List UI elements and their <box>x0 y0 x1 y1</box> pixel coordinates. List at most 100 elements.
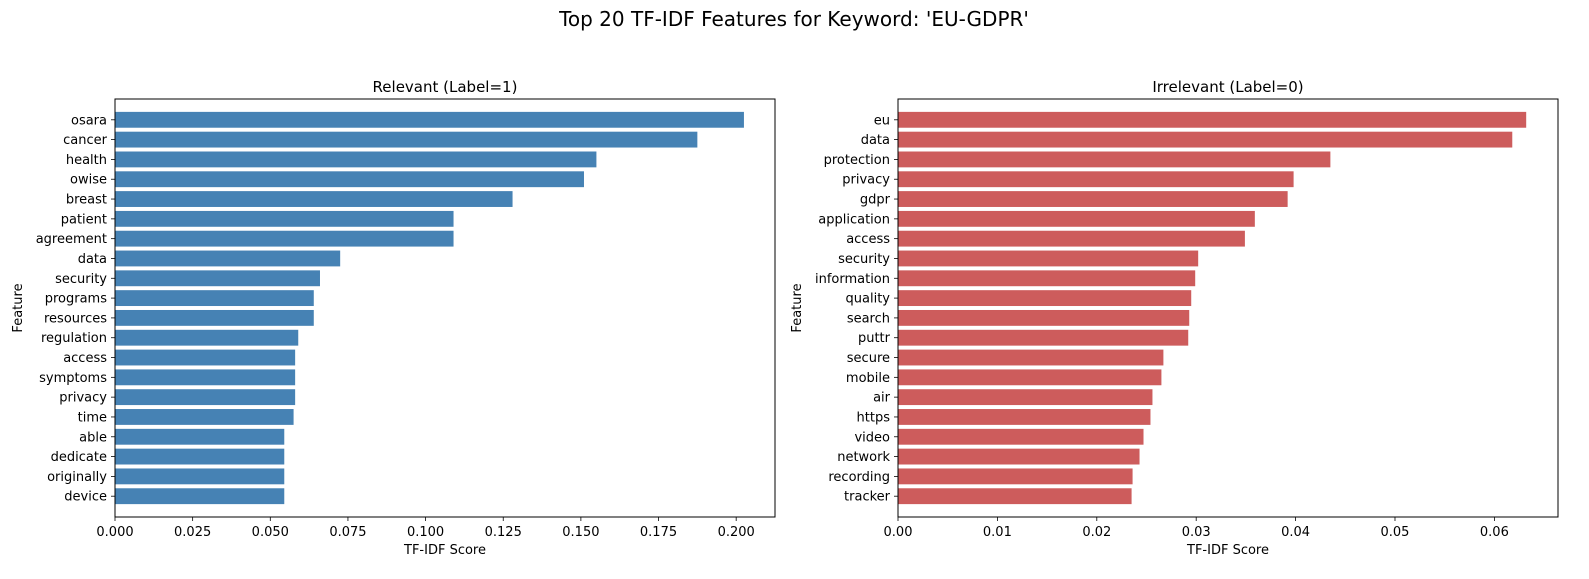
chart-title: Relevant (Label=1) <box>373 78 518 96</box>
plot-frame <box>114 98 776 518</box>
y-tick-label: programs <box>45 292 107 307</box>
y-tick-label: privacy <box>59 391 107 406</box>
bar-https <box>898 409 1151 425</box>
y-tick-label: regulation <box>41 331 107 346</box>
x-tick-label: 0.200 <box>718 525 755 540</box>
y-tick-label: access <box>63 351 107 366</box>
y-tick-label: video <box>854 430 890 445</box>
chart-relevant: Relevant (Label=1) TF-IDF Score Feature … <box>11 78 776 558</box>
y-tick-label: time <box>78 410 107 425</box>
y-tick-label: protection <box>824 153 890 168</box>
y-tick-label: able <box>79 430 107 445</box>
bar-device <box>115 488 285 505</box>
bar-cancer <box>115 131 698 148</box>
bar-osara <box>115 111 744 128</box>
y-tick-label: security <box>838 252 890 267</box>
y-tick-label: network <box>837 450 890 465</box>
bar-protection <box>898 151 1331 168</box>
bar-security <box>115 270 320 287</box>
bar-search <box>898 309 1190 326</box>
bar-breast <box>115 191 513 207</box>
y-tick-label: gdpr <box>860 193 891 208</box>
bar-health <box>115 151 597 168</box>
y-tick-label: owise <box>70 173 107 188</box>
x-tick-label: 0.075 <box>329 525 366 540</box>
x-tick-label: 0.150 <box>562 525 599 540</box>
x-tick-label: 0.025 <box>174 525 211 540</box>
y-tick-label: symptoms <box>39 371 107 386</box>
y-tick-label: access <box>846 232 890 247</box>
x-tick-label: 0.100 <box>407 525 444 540</box>
y-tick-label: data <box>78 252 107 267</box>
bar-mobile <box>898 369 1162 386</box>
bar-access <box>898 230 1245 247</box>
y-tick-label: tracker <box>844 490 891 505</box>
chart-irrelevant: Irrelevant (Label=0) TF-IDF Score Featur… <box>790 78 1559 558</box>
y-tick-label: health <box>66 153 107 168</box>
bar-privacy <box>115 389 296 406</box>
bar-gdpr <box>898 191 1288 207</box>
y-tick-label: dedicate <box>51 450 107 465</box>
y-tick-label: https <box>857 410 891 425</box>
x-tick-label: 0.02 <box>1082 525 1111 540</box>
x-tick-label: 0.03 <box>1182 525 1211 540</box>
x-axis-label: TF-IDF Score <box>403 543 486 558</box>
y-tick-label: agreement <box>36 232 107 247</box>
bar-symptoms <box>115 369 296 386</box>
x-tick-label: 0.00 <box>884 525 913 540</box>
bar-security <box>898 250 1199 267</box>
y-tick-label: security <box>55 272 107 287</box>
bar-regulation <box>115 329 299 346</box>
y-tick-label: search <box>847 311 890 326</box>
bar-resources <box>115 309 314 326</box>
y-tick-label: air <box>873 391 891 406</box>
y-tick-label: osara <box>71 113 107 128</box>
x-tick-label: 0.04 <box>1281 525 1310 540</box>
bar-recording <box>898 468 1133 485</box>
x-tick-label: 0.05 <box>1381 525 1410 540</box>
bar-dedicate <box>115 448 285 465</box>
bar-air <box>898 389 1153 406</box>
chart-title: Irrelevant (Label=0) <box>1152 78 1303 96</box>
y-axis-label: Feature <box>11 283 26 332</box>
y-tick-label: eu <box>874 113 890 128</box>
bar-tracker <box>898 488 1132 505</box>
y-tick-label: device <box>64 490 107 505</box>
bar-privacy <box>898 171 1294 188</box>
y-tick-label: application <box>818 212 890 227</box>
bar-agreement <box>115 230 454 247</box>
bar-owise <box>115 171 584 188</box>
x-tick-label: 0.175 <box>640 525 677 540</box>
bar-time <box>115 409 294 425</box>
bar-eu <box>898 111 1527 128</box>
bar-able <box>115 428 285 445</box>
figure-suptitle: Top 20 TF-IDF Features for Keyword: 'EU-… <box>558 7 1029 31</box>
y-axis-label: Feature <box>790 283 805 332</box>
bar-video <box>898 428 1144 445</box>
bar-information <box>898 270 1196 287</box>
y-tick-label: quality <box>846 292 891 307</box>
x-tick-label: 0.050 <box>252 525 289 540</box>
bar-data <box>898 131 1513 148</box>
bar-puttr <box>898 329 1189 346</box>
x-tick-label: 0.01 <box>983 525 1012 540</box>
x-axis-label: TF-IDF Score <box>1186 543 1269 558</box>
y-tick-label: recording <box>828 470 890 485</box>
y-tick-label: mobile <box>846 371 890 386</box>
y-tick-label: data <box>861 133 890 148</box>
bar-application <box>898 210 1255 227</box>
bar-network <box>898 448 1140 465</box>
y-tick-label: cancer <box>63 133 107 148</box>
y-tick-label: secure <box>847 351 890 366</box>
plot-frame <box>897 98 1559 518</box>
bar-data <box>115 250 341 267</box>
bar-patient <box>115 210 454 227</box>
y-tick-label: resources <box>44 311 107 326</box>
y-tick-label: patient <box>61 212 107 227</box>
y-tick-label: breast <box>66 193 107 208</box>
y-tick-label: privacy <box>842 173 890 188</box>
x-tick-label: 0.06 <box>1480 525 1509 540</box>
y-tick-label: originally <box>47 470 107 485</box>
bar-quality <box>898 290 1192 307</box>
